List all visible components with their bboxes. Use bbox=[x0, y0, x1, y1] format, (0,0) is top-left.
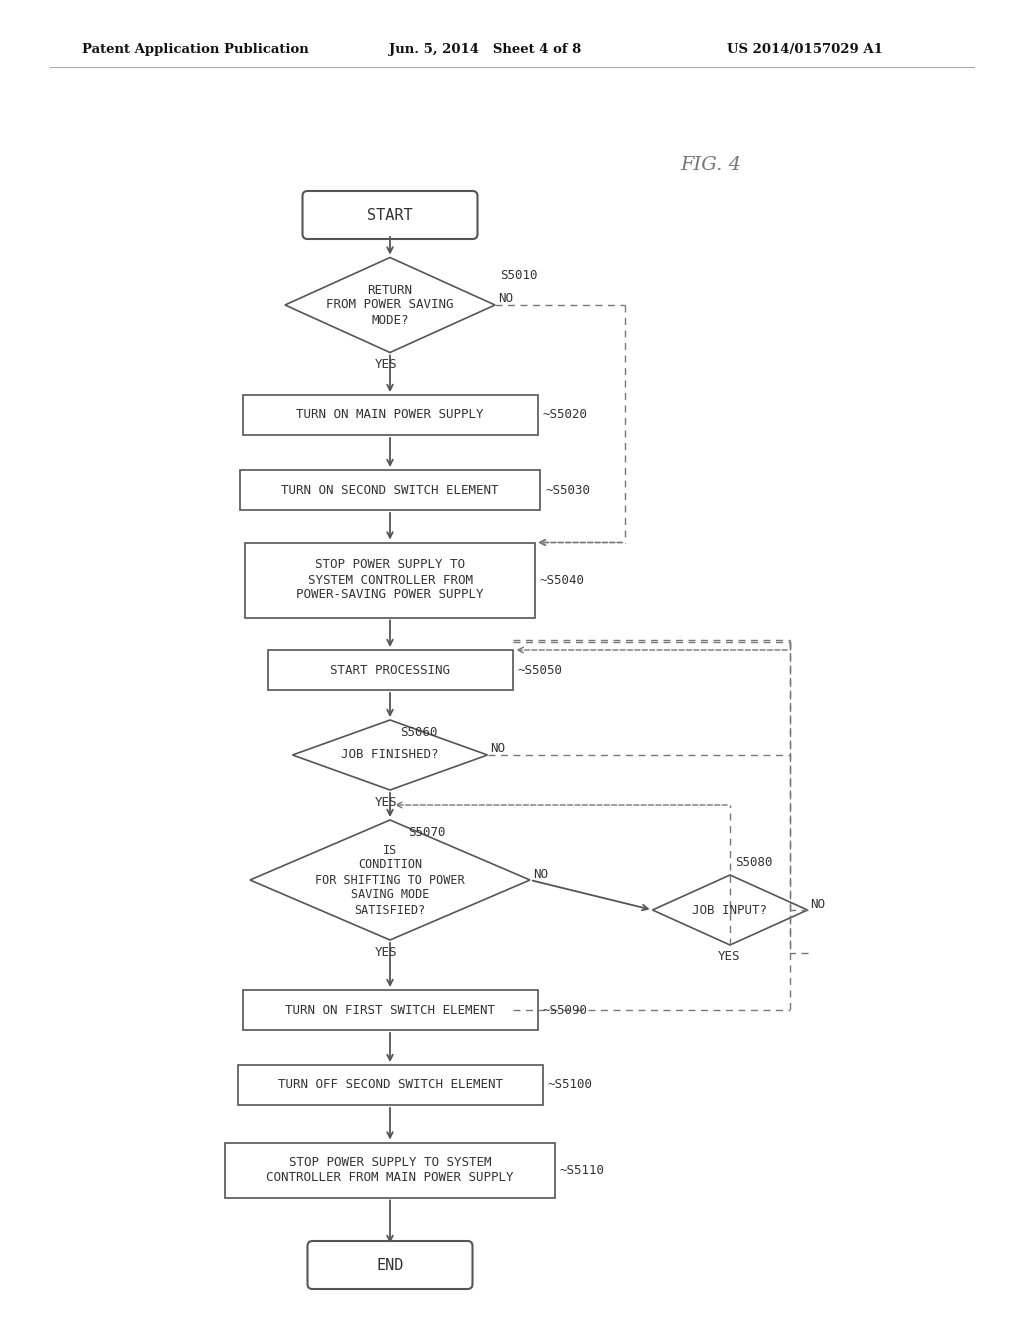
Text: JOB FINISHED?: JOB FINISHED? bbox=[341, 748, 438, 762]
Text: S5060: S5060 bbox=[400, 726, 437, 738]
Bar bbox=[243, 990, 538, 1030]
Text: ~S5050: ~S5050 bbox=[517, 664, 562, 676]
Text: US 2014/0157029 A1: US 2014/0157029 A1 bbox=[727, 42, 883, 55]
Text: Jun. 5, 2014   Sheet 4 of 8: Jun. 5, 2014 Sheet 4 of 8 bbox=[389, 42, 582, 55]
Text: STOP POWER SUPPLY TO SYSTEM
CONTROLLER FROM MAIN POWER SUPPLY: STOP POWER SUPPLY TO SYSTEM CONTROLLER F… bbox=[266, 1156, 514, 1184]
Text: NO: NO bbox=[490, 742, 506, 755]
Text: ~S5040: ~S5040 bbox=[540, 573, 585, 586]
Text: NO: NO bbox=[811, 898, 825, 911]
Polygon shape bbox=[285, 257, 495, 352]
Polygon shape bbox=[293, 719, 487, 789]
Text: ~S5100: ~S5100 bbox=[548, 1078, 593, 1092]
Text: START: START bbox=[368, 207, 413, 223]
Text: S5070: S5070 bbox=[408, 825, 445, 838]
Text: S5080: S5080 bbox=[735, 857, 772, 870]
Bar bbox=[240, 470, 540, 510]
Text: YES: YES bbox=[375, 358, 397, 371]
FancyBboxPatch shape bbox=[307, 1241, 472, 1290]
Text: ~S5110: ~S5110 bbox=[560, 1163, 605, 1176]
Polygon shape bbox=[250, 820, 530, 940]
Text: YES: YES bbox=[718, 950, 740, 964]
Text: STOP POWER SUPPLY TO
SYSTEM CONTROLLER FROM
POWER-SAVING POWER SUPPLY: STOP POWER SUPPLY TO SYSTEM CONTROLLER F… bbox=[296, 558, 483, 602]
Text: IS
CONDITION
FOR SHIFTING TO POWER
SAVING MODE
SATISFIED?: IS CONDITION FOR SHIFTING TO POWER SAVIN… bbox=[315, 843, 465, 916]
Bar bbox=[267, 649, 512, 690]
Bar bbox=[245, 543, 535, 618]
Polygon shape bbox=[652, 875, 808, 945]
Text: TURN ON MAIN POWER SUPPLY: TURN ON MAIN POWER SUPPLY bbox=[296, 408, 483, 421]
FancyBboxPatch shape bbox=[302, 191, 477, 239]
Bar bbox=[238, 1065, 543, 1105]
Text: Patent Application Publication: Patent Application Publication bbox=[82, 42, 308, 55]
Text: YES: YES bbox=[375, 945, 397, 958]
Text: END: END bbox=[376, 1258, 403, 1272]
Text: JOB INPUT?: JOB INPUT? bbox=[692, 903, 768, 916]
Text: ~S5020: ~S5020 bbox=[543, 408, 588, 421]
Text: S5010: S5010 bbox=[500, 269, 538, 282]
Bar bbox=[225, 1143, 555, 1197]
Text: RETURN
FROM POWER SAVING
MODE?: RETURN FROM POWER SAVING MODE? bbox=[327, 284, 454, 326]
Text: ~S5030: ~S5030 bbox=[545, 483, 590, 496]
Text: TURN ON FIRST SWITCH ELEMENT: TURN ON FIRST SWITCH ELEMENT bbox=[285, 1003, 495, 1016]
Text: TURN OFF SECOND SWITCH ELEMENT: TURN OFF SECOND SWITCH ELEMENT bbox=[278, 1078, 503, 1092]
Text: YES: YES bbox=[375, 796, 397, 808]
Text: NO: NO bbox=[534, 867, 548, 880]
Text: ~S5090: ~S5090 bbox=[543, 1003, 588, 1016]
Bar bbox=[243, 395, 538, 436]
Text: FIG. 4: FIG. 4 bbox=[680, 156, 741, 174]
Text: NO: NO bbox=[498, 293, 513, 305]
Text: START PROCESSING: START PROCESSING bbox=[330, 664, 450, 676]
Text: TURN ON SECOND SWITCH ELEMENT: TURN ON SECOND SWITCH ELEMENT bbox=[282, 483, 499, 496]
